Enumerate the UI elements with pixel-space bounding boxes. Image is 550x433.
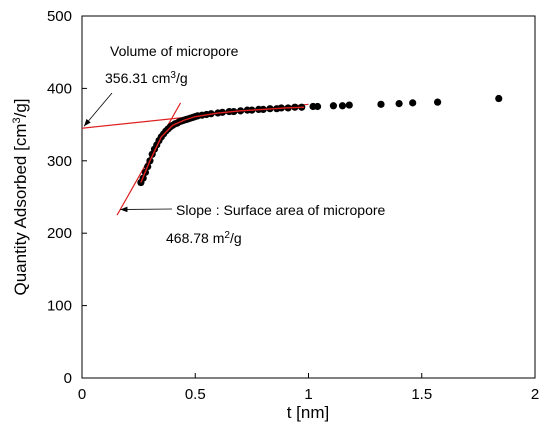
y-tick-label: 500	[47, 8, 72, 25]
y-axis-label-sup: 3	[11, 117, 23, 123]
data-point	[434, 98, 442, 106]
axes: 0 0.5 1 1.5 2 0 100 200 300 400 500	[47, 8, 539, 403]
data-point	[329, 102, 338, 110]
x-tick-label: 0.5	[185, 386, 206, 403]
data-point	[395, 100, 403, 108]
x-tick-label: 0	[78, 386, 86, 403]
y-tick-label: 0	[64, 370, 72, 387]
annotation-value: 356.31 cm3/g	[105, 70, 188, 86]
annotation-label: Volume of micropore	[110, 43, 239, 59]
x-axis-label: t [nm]	[287, 403, 330, 422]
y-tick-label: 100	[47, 298, 72, 315]
x-tick-label: 1.5	[411, 386, 432, 403]
data-point	[495, 94, 503, 103]
annotation-label: Slope : Surface area of micropore	[176, 202, 386, 218]
data-point	[409, 99, 417, 107]
data-points	[137, 94, 503, 187]
y-axis-label-tail: /g]	[11, 98, 30, 117]
y-tick-label: 400	[47, 80, 72, 97]
data-point	[338, 102, 347, 110]
x-ticks: 0 0.5 1 1.5 2	[78, 373, 539, 403]
fit-curve	[140, 106, 304, 183]
y-tick-label: 300	[47, 153, 72, 170]
y-axis-label-main: Quantity Adsorbed [cm	[11, 124, 30, 296]
y-tick-label: 200	[47, 225, 72, 242]
annotation-arrow	[83, 92, 113, 127]
data-point	[345, 101, 353, 109]
x-tick-label: 2	[531, 386, 539, 403]
annotations: Volume of micropore 356.31 cm3/g Slope : S…	[83, 43, 386, 246]
y-axis-label: Quantity Adsorbed [cm3/g]	[11, 98, 30, 295]
x-tick-label: 1	[304, 386, 312, 403]
y-ticks: 0 100 200 300 400 500	[47, 8, 87, 387]
data-point	[377, 100, 385, 108]
annotation-value: 468.78 m2/g	[166, 230, 242, 246]
data-point	[313, 102, 322, 111]
